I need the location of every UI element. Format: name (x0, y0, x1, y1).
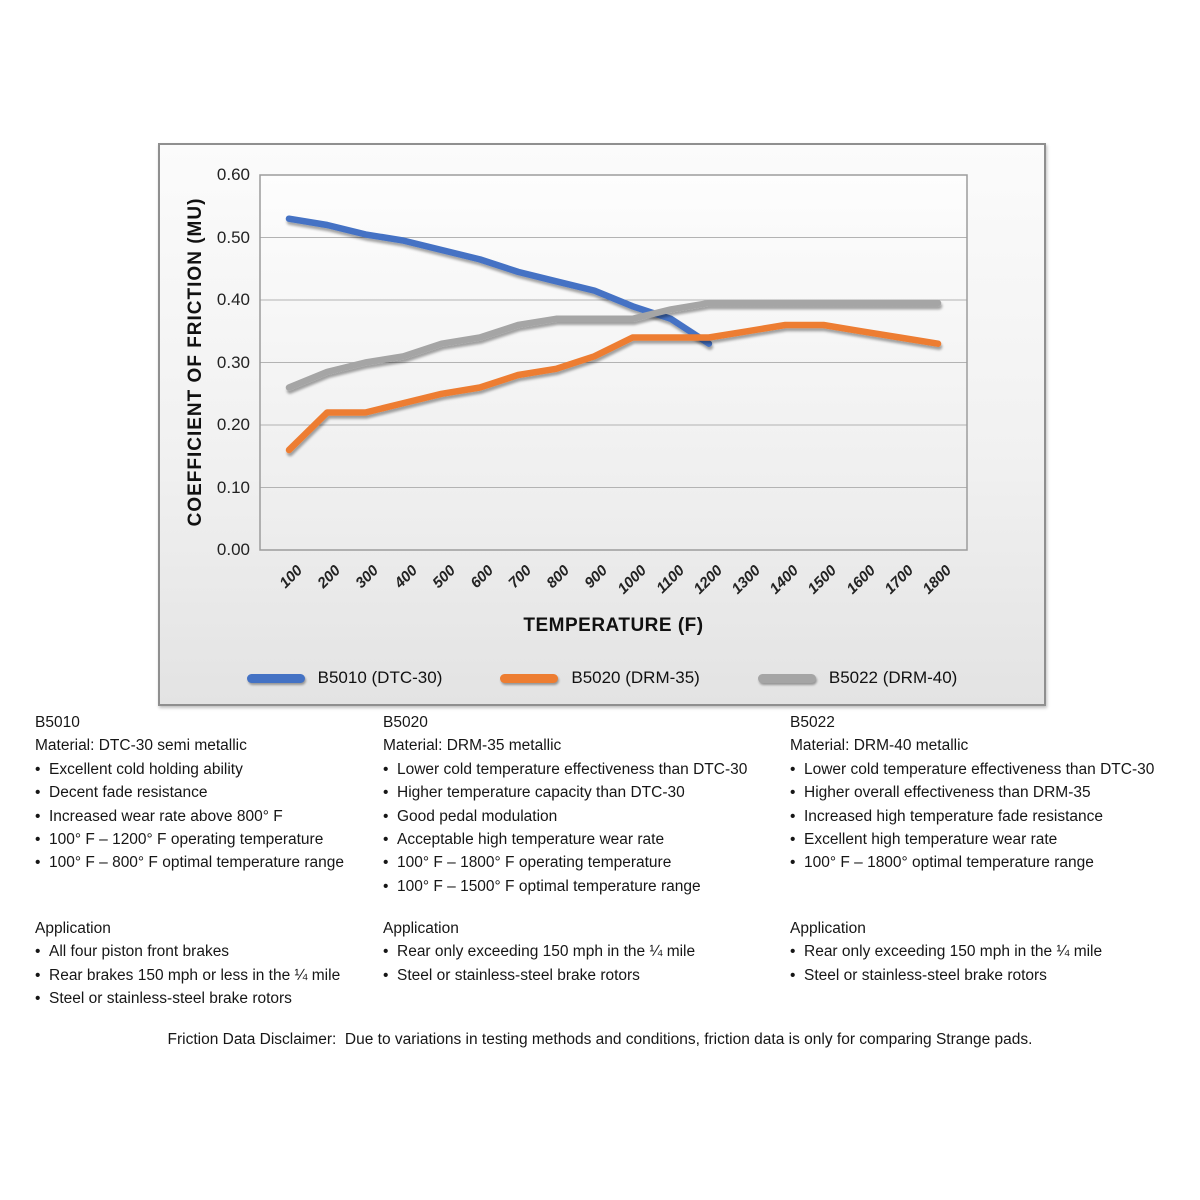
bullet-icon: • (790, 831, 796, 849)
pad-feature: • Higher temperature capacity than DTC-30 (383, 781, 783, 804)
pad-code: B5020 (383, 714, 428, 731)
bullet-icon: • (790, 966, 796, 984)
bullet-icon: • (790, 807, 796, 825)
pad-application-b5020: Application • Rear only exceeding 150 mph … (383, 917, 783, 987)
pad-feature: • Lower cold temperature effectiveness th… (383, 758, 783, 781)
line-chart (259, 174, 968, 551)
y-tick-label: 0.30 (216, 352, 250, 372)
plot-border (259, 174, 968, 551)
pad-feature: • Increased wear rate above 800° F (35, 805, 380, 828)
application-item: • All four piston front brakes (35, 940, 380, 963)
bullet-icon: • (35, 760, 41, 778)
bullet-icon: • (35, 831, 41, 849)
pad-feature: • 100° F – 1800° F operating temperature (383, 851, 783, 874)
pad-feature: • Good pedal modulation (383, 805, 783, 828)
bullet-icon: • (790, 760, 796, 778)
bullet-icon: • (35, 990, 41, 1008)
bullet-icon: • (790, 854, 796, 872)
bullet-icon: • (383, 760, 389, 778)
pad-feature: • 100° F – 1500° F optimal temperature ra… (383, 875, 783, 898)
pad-code: B5022 (790, 714, 835, 731)
pad-feature: • Decent fade resistance (35, 781, 380, 804)
bullet-icon: • (383, 831, 389, 849)
legend-label: B5020 (DRM-35) (571, 668, 700, 687)
bullet-icon: • (383, 966, 389, 984)
application-item: • Rear only exceeding 150 mph in the ¼ mi… (790, 940, 1190, 963)
bullet-icon: • (383, 854, 389, 872)
x-axis-title: TEMPERATURE (F) (523, 615, 704, 636)
legend-label: B5010 (DTC-30) (317, 668, 443, 687)
y-tick-label: 0.50 (216, 227, 250, 247)
pad-material: Material: DRM-35 metallic (383, 737, 562, 755)
y-tick-label: 0.20 (216, 415, 250, 434)
pad-feature: • Excellent high temperature wear rate (790, 828, 1190, 851)
pad-feature: • Higher overall effectiveness than DRM-3… (790, 781, 1190, 804)
legend-item: B5022 (DRM-40) (757, 668, 958, 688)
pad-feature: • 100° F – 1800° optimal temperature rang… (790, 851, 1190, 874)
y-tick-label: 0.40 (216, 290, 250, 309)
application-item: • Rear brakes 150 mph or less in the ¼ mi… (35, 964, 380, 987)
pad-material: Material: DRM-40 metallic (790, 737, 969, 755)
bullet-icon: • (383, 943, 389, 961)
bullet-icon: • (35, 966, 41, 984)
application-heading: Application (383, 920, 459, 937)
pad-material: Material: DTC-30 semi metallic (35, 737, 247, 755)
bullet-icon: • (790, 784, 796, 802)
pad-feature: • Lower cold temperature effectiveness th… (790, 758, 1190, 781)
application-heading: Application (35, 920, 111, 937)
y-tick-label: 0.10 (216, 477, 250, 497)
series-line-b5022 (285, 299, 942, 391)
bullet-icon: • (383, 877, 389, 895)
pad-application-b5022: Application • Rear only exceeding 150 mph … (790, 917, 1190, 987)
pad-feature: • 100° F – 800° F optimal temperature ran… (35, 851, 380, 874)
application-item: • Steel or stainless-steel brake rotors (35, 987, 380, 1010)
pad-info-b5020: B5020 Material: DRM-35 metallic • Lower col… (383, 711, 783, 898)
y-tick-label: 0.60 (216, 165, 250, 184)
bullet-icon: • (383, 807, 389, 825)
pad-feature: • Acceptable high temperature wear rate (383, 828, 783, 851)
pad-feature: • Increased high temperature fade resista… (790, 805, 1190, 828)
legend-swatch (246, 673, 305, 683)
pad-feature: • 100° F – 1200° F operating temperature (35, 828, 380, 851)
application-item: • Rear only exceeding 150 mph in the ¼ mi… (383, 940, 783, 963)
legend-swatch (500, 673, 559, 683)
legend-label: B5022 (DRM-40) (828, 668, 958, 687)
application-item: • Steel or stainless-steel brake rotors (383, 964, 783, 987)
pad-code: B5010 (35, 714, 80, 731)
legend-item: B5020 (DRM-35) (500, 668, 700, 688)
bullet-icon: • (35, 854, 41, 872)
y-tick-label: 0.00 (216, 540, 250, 559)
bullet-icon: • (35, 943, 41, 961)
application-item: • Steel or stainless-steel brake rotors (790, 964, 1190, 987)
bullet-icon: • (35, 784, 41, 802)
legend-swatch (757, 673, 816, 683)
series-line-b5010 (285, 215, 713, 347)
pad-info-b5022: B5022 Material: DRM-40 metallic • Lower col… (790, 711, 1190, 875)
bullet-icon: • (35, 807, 41, 825)
application-heading: Application (790, 920, 866, 937)
pad-application-b5010: Application • All four piston front brakes… (35, 917, 380, 1011)
friction-disclaimer: Friction Data Disclaimer: Due to variati… (167, 1031, 1033, 1048)
series-line-b5020 (285, 321, 942, 454)
bullet-icon: • (383, 784, 389, 802)
friction-chart-card: COEFFICIENT OF FRICTION (MU) 0.60 0.50 0.4… (158, 143, 1046, 706)
legend-item: B5010 (DTC-30) (246, 668, 443, 688)
bullet-icon: • (790, 943, 796, 961)
pad-info-b5010: B5010 Material: DTC-30 semi metallic • Exce… (35, 711, 380, 875)
chart-legend: B5010 (DTC-30) B5020 (DRM-35) B5022 (DRM-4… (160, 668, 1044, 688)
pad-feature: • Excellent cold holding ability (35, 758, 380, 781)
